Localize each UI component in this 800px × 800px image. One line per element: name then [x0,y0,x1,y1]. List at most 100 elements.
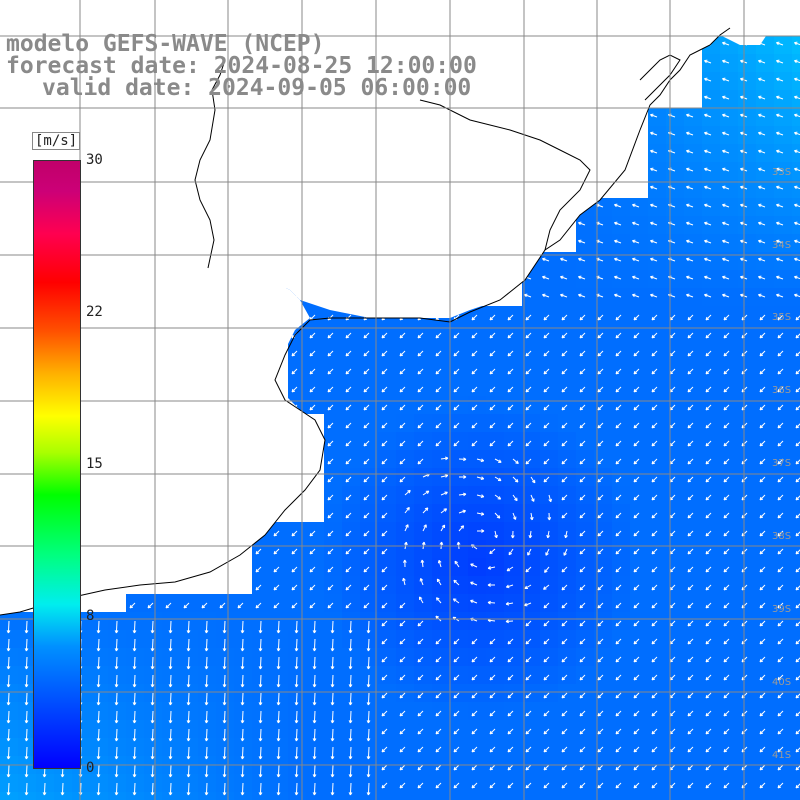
wind-arrow [615,728,622,735]
wind-arrow [704,239,712,244]
wind-arrow [723,530,730,537]
wind-arrow [435,710,442,717]
wind-arrow [417,692,424,699]
wind-arrow [579,620,586,627]
wind-arrow [614,293,622,298]
wind-arrow [759,494,766,501]
wind-arrow [795,693,800,699]
wind-arrow [777,692,784,699]
wind-arrow [597,458,604,465]
wind-cell [378,792,396,800]
wind-arrow [417,656,424,663]
wind-arrow [471,404,478,411]
wind-cell [792,792,800,800]
wind-arrow [345,404,352,411]
wind-arrow [597,728,604,735]
wind-arrow [776,149,784,154]
wind-arrow [258,782,263,796]
wind-arrow [489,314,496,321]
wind-arrow [650,221,658,226]
wind-arrow [255,548,262,555]
wind-arrow [186,656,191,670]
wind-arrow [366,746,371,760]
wind-arrow [60,782,65,796]
wind-arrow [758,257,766,262]
wind-arrow [489,332,496,339]
wind-arrow [777,548,784,555]
wind-arrow [399,710,406,717]
wind-arrow [704,131,712,136]
wind-arrow [114,746,119,760]
wind-arrow [507,422,514,429]
wind-arrow [597,548,604,555]
wind-arrow [114,674,119,688]
wind-arrow [276,620,281,634]
wind-arrow [704,95,712,100]
wind-arrow [489,764,496,771]
wind-arrow [795,621,800,627]
wind-arrow [561,512,568,519]
wind-arrow [525,638,532,645]
wind-arrow [561,764,568,771]
wind-arrow [705,602,712,609]
wind-arrow [578,275,586,280]
wind-arrow [327,476,334,483]
wind-arrow [651,422,658,429]
wind-arrow [348,674,353,688]
wind-arrow [705,422,712,429]
wind-arrow [759,404,766,411]
wind-arrow [525,656,532,663]
wind-arrow [759,440,766,447]
wind-arrow [330,710,335,724]
wind-arrow [381,512,388,519]
wind-arrow [795,765,800,771]
wind-arrow [96,692,101,706]
wind-cell [90,792,108,800]
wind-arrow [24,674,29,688]
wind-arrow [435,597,442,604]
wind-arrow [542,293,550,298]
wind-arrow [345,584,352,591]
wind-arrow [597,602,604,609]
wind-arrow [507,728,514,735]
latitude-label: 39S [772,604,791,615]
wind-arrow [276,764,281,778]
wind-arrow [96,638,101,652]
wind-cell [792,450,800,468]
wind-arrow [578,293,586,298]
wind-arrow [777,530,784,537]
wind-arrow [330,620,335,634]
wind-arrow [579,512,586,519]
wind-arrow [597,674,604,681]
wind-cell [792,774,800,792]
wind-arrow [204,692,209,706]
wind-arrow [758,59,766,64]
wind-arrow [458,492,467,497]
wind-arrow [489,548,496,555]
wind-cell [198,792,216,800]
wind-arrow [381,350,388,357]
wind-cell [450,792,468,800]
wind-cell [144,792,162,800]
wind-arrow [399,404,406,411]
wind-arrow [435,368,442,375]
latitude-labels: 33S 34S 35S 36S 37S 38S 39S 40S 41S [772,167,791,761]
wind-arrow [686,221,694,226]
wind-arrow [487,566,496,570]
border-uruguay-brazil [419,99,591,251]
wind-arrow [366,656,371,670]
wind-arrow [489,656,496,663]
wind-arrow [222,746,227,760]
wind-arrow [330,764,335,778]
wind-arrow [399,458,406,465]
wind-arrow [417,332,424,339]
wind-cell [234,792,252,800]
wind-arrow [777,440,784,447]
wind-arrow [651,638,658,645]
wind-arrow [435,422,442,429]
wind-arrow [651,584,658,591]
wind-arrow [312,746,317,760]
wind-arrow [543,476,550,483]
wind-arrow [114,728,119,742]
